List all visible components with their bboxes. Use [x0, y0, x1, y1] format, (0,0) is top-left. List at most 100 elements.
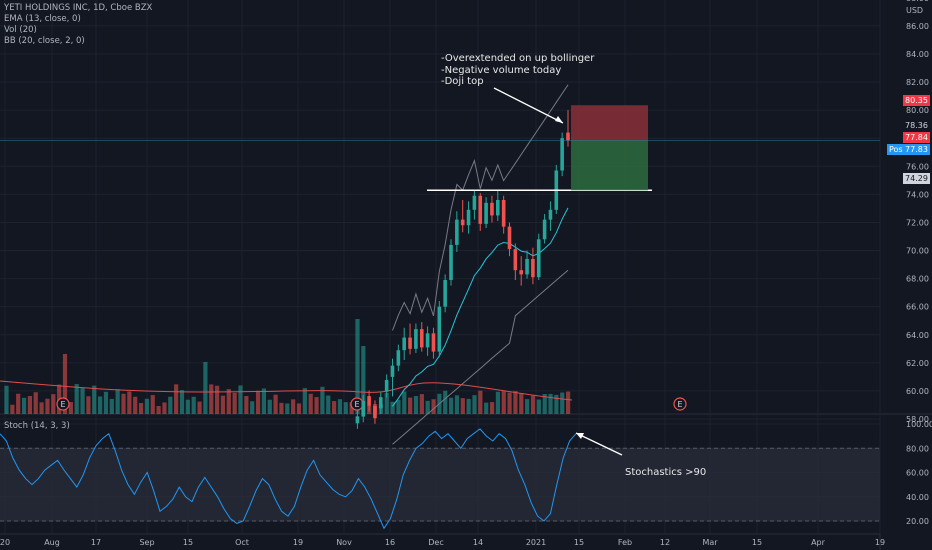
volume-bar [408, 397, 413, 414]
volume-bar [513, 391, 518, 414]
volume-bar [419, 394, 424, 414]
volume-bar [530, 395, 536, 414]
risk-zone[interactable] [571, 105, 648, 141]
volume-bar [489, 402, 495, 414]
volume-bar [431, 399, 436, 414]
volume-bar [103, 391, 109, 414]
candle-body[interactable] [437, 306, 442, 352]
earnings-marker[interactable] [673, 397, 687, 411]
candle-body[interactable] [536, 239, 541, 278]
time-axis-label: Sep [139, 538, 154, 547]
candle-body[interactable] [472, 195, 477, 210]
volume-bar [92, 385, 97, 414]
candle-body [384, 379, 389, 392]
stoch-tick-label: 20.00 [906, 517, 929, 526]
volume-ma-line [0, 380, 573, 401]
candle-body[interactable] [548, 209, 553, 220]
volume-bar [27, 396, 32, 414]
volume-bar [267, 399, 272, 414]
volume-bar [16, 393, 21, 414]
volume-bar [525, 399, 530, 414]
candle-body[interactable] [484, 202, 488, 224]
candle-body[interactable] [542, 219, 547, 240]
candle-body[interactable] [519, 270, 523, 275]
volume-bar [162, 402, 167, 414]
last-price-tag: 78.36 [905, 121, 928, 130]
candle-body[interactable] [501, 199, 506, 227]
volume-bar [302, 388, 307, 414]
volume-bar [425, 400, 430, 414]
legend-ema[interactable]: EMA (13, close, 0) [4, 14, 81, 24]
candle-body [367, 396, 371, 406]
stoch-band [0, 448, 880, 521]
candle-body[interactable] [455, 219, 459, 245]
time-axis-label: 15 [752, 538, 762, 547]
volume-bar [98, 396, 103, 414]
legend-vol[interactable]: Vol (20) [4, 25, 37, 35]
candle-body[interactable] [425, 333, 430, 348]
volume-bar [238, 385, 243, 414]
candle-body[interactable] [414, 329, 418, 349]
volume-bar [179, 390, 185, 414]
time-axis-label: 19 [875, 538, 885, 547]
candle-body[interactable] [525, 258, 529, 275]
price-tick-label: 70.00 [906, 247, 929, 256]
volume-bar [460, 398, 465, 414]
volume-bar [127, 391, 132, 414]
stoch-legend[interactable]: Stoch (14, 3, 3) [4, 421, 70, 431]
reward-zone[interactable] [571, 140, 648, 191]
earnings-marker[interactable] [56, 397, 70, 411]
price-annotation[interactable]: -Overextended on up bollinger -Negative … [441, 53, 594, 88]
earnings-marker-label: E [677, 400, 682, 409]
volume-bar [109, 398, 114, 414]
candle-body[interactable] [402, 337, 406, 351]
volume-bar [150, 395, 155, 414]
stoch-tick-label: 80.00 [906, 444, 929, 453]
stoch-annotation[interactable]: Stochastics >90 [625, 467, 707, 478]
price-tick-label: 84.00 [906, 50, 929, 59]
volume-bar [285, 403, 290, 414]
time-axis-label: Aug [44, 538, 60, 547]
volume-bar [308, 393, 313, 414]
chart-legend: YETI HOLDINGS INC, 1D, Cboe BZX EMA (13,… [4, 3, 152, 47]
legend-symbol[interactable]: YETI HOLDINGS INC, 1D, Cboe BZX [4, 3, 153, 13]
candle-body[interactable] [490, 202, 494, 216]
volume-bar [273, 394, 278, 414]
candle-body[interactable] [513, 249, 518, 271]
price-tick-label: 62.00 [906, 359, 929, 368]
candle-body[interactable] [419, 329, 424, 348]
volume-bar [80, 388, 85, 414]
candle-body[interactable] [507, 226, 512, 250]
price-tick-label: 66.00 [906, 303, 929, 312]
legend-bb[interactable]: BB (20, close, 2, 0) [4, 36, 85, 46]
candle-body[interactable] [396, 350, 401, 366]
candle-body[interactable] [431, 333, 436, 352]
volume-bar [86, 396, 91, 414]
annotation-arrow-head [555, 116, 563, 123]
volume-bar [232, 392, 237, 414]
volume-bar [519, 393, 524, 414]
post-price-tag: 77.83 [903, 144, 930, 155]
candle-body[interactable] [466, 209, 471, 226]
candle-body[interactable] [531, 258, 535, 278]
stoch-arrow [575, 432, 623, 456]
stoch-tick-label: 100.00 [906, 420, 932, 429]
candle-body[interactable] [449, 244, 453, 281]
candle-body[interactable] [566, 132, 570, 141]
volume-bar [215, 385, 220, 414]
candle-body[interactable] [408, 337, 412, 349]
time-axis-label: 15 [574, 538, 584, 547]
volume-bar [495, 391, 500, 414]
volume-bar [115, 389, 120, 414]
volume-bar [314, 397, 319, 414]
candle-body[interactable] [478, 195, 483, 224]
candle-body[interactable] [560, 138, 564, 171]
annotation-line-2: -Negative volume today [441, 64, 562, 76]
candle-body[interactable] [460, 219, 465, 226]
candle-body[interactable] [390, 365, 395, 377]
candle-body[interactable] [443, 280, 447, 307]
candle-body[interactable] [496, 199, 500, 216]
annotation-line-1: -Overextended on up bollinger [441, 53, 595, 64]
